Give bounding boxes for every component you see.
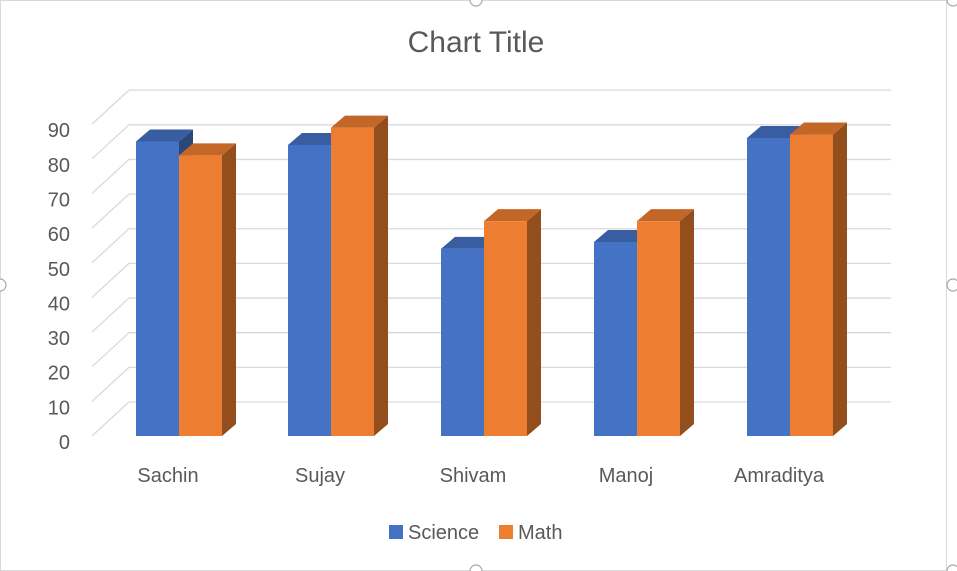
y-tick-label: 70 — [48, 189, 70, 211]
bar-math-amraditya[interactable] — [790, 134, 833, 437]
y-tick-label: 20 — [48, 363, 70, 385]
bar-side-math — [833, 122, 847, 437]
legend-label: Science — [408, 522, 479, 544]
plot-bars[interactable] — [136, 115, 847, 437]
bar-top-math — [331, 115, 388, 128]
bar-top-science — [136, 129, 193, 142]
bar-science-sujay[interactable] — [288, 144, 331, 436]
gridline-side — [91, 158, 130, 194]
x-tick-label: Sujay — [295, 465, 345, 487]
resize-handle[interactable] — [946, 564, 957, 571]
gridline-side — [91, 366, 130, 402]
x-tick-label: Amraditya — [734, 465, 825, 487]
bar-science-shivam[interactable] — [441, 248, 484, 436]
bar-side-math — [222, 143, 236, 436]
x-tick-label: Sachin — [137, 465, 198, 487]
legend-label: Math — [518, 522, 562, 544]
legend-item-science[interactable]: Science — [389, 522, 479, 544]
y-tick-label: 10 — [48, 397, 70, 419]
bar-math-sachin[interactable] — [179, 155, 222, 436]
legend-item-math[interactable]: Math — [499, 522, 562, 544]
resize-handle[interactable] — [469, 0, 483, 7]
bar-group-sachin[interactable] — [136, 129, 236, 436]
bar-science-sachin[interactable] — [136, 141, 179, 436]
x-axis-labels: Sachin Sujay Shivam Manoj Amraditya — [137, 465, 824, 487]
gridline-side — [91, 193, 130, 229]
bar-top-science — [747, 126, 804, 139]
resize-handle[interactable] — [469, 564, 483, 571]
y-tick-label: 30 — [48, 328, 70, 350]
bar-top-science — [288, 132, 345, 145]
chart-title[interactable]: Chart Title — [408, 26, 545, 59]
bar-top-math — [179, 143, 236, 156]
bar-group-manoj[interactable] — [594, 209, 694, 436]
bar-science-amraditya[interactable] — [747, 138, 790, 436]
bar-math-sujay[interactable] — [331, 127, 374, 437]
gridline-side — [91, 228, 130, 264]
bar-side-math — [527, 209, 541, 436]
y-tick-label: 0 — [59, 432, 70, 454]
gridline-side — [91, 262, 130, 298]
gridline-side — [91, 401, 130, 437]
bar-top-math — [637, 209, 694, 222]
y-tick-label: 80 — [48, 155, 70, 177]
bar-math-shivam[interactable] — [484, 221, 527, 436]
resize-handle[interactable] — [0, 278, 7, 292]
gridline-side — [91, 332, 130, 368]
bar-side-math — [680, 209, 694, 436]
y-axis-ticks: 0 10 20 30 40 50 60 70 80 90 — [48, 120, 70, 454]
legend[interactable]: Science Math — [389, 522, 562, 544]
bar-group-shivam[interactable] — [441, 209, 541, 436]
resize-handle[interactable] — [946, 278, 957, 292]
bar-group-sujay[interactable] — [288, 115, 388, 437]
bar-top-math — [484, 209, 541, 222]
y-tick-label: 60 — [48, 224, 70, 246]
y-tick-label: 90 — [48, 120, 70, 142]
y-tick-label: 50 — [48, 259, 70, 281]
bar-science-manoj[interactable] — [594, 241, 637, 436]
y-tick-label: 40 — [48, 293, 70, 315]
bar-math-manoj[interactable] — [637, 221, 680, 436]
gridline-side — [91, 297, 130, 333]
bar-group-amraditya[interactable] — [747, 122, 847, 437]
bar-top-science — [594, 229, 651, 242]
x-tick-label: Shivam — [440, 465, 507, 487]
bar-side-math — [374, 115, 388, 437]
gridline-side — [91, 124, 130, 160]
bar-top-science — [441, 236, 498, 249]
resize-handle[interactable] — [946, 0, 957, 7]
legend-swatch — [499, 525, 513, 539]
gridline-side — [91, 89, 130, 125]
bar-top-math — [790, 122, 847, 135]
legend-swatch — [389, 525, 403, 539]
x-tick-label: Manoj — [599, 465, 653, 487]
